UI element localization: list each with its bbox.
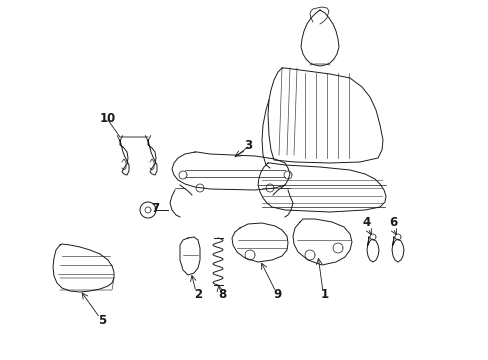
Text: 2: 2 [194, 288, 202, 302]
Text: 7: 7 [151, 202, 159, 215]
Text: 3: 3 [244, 139, 251, 152]
Text: 8: 8 [218, 288, 225, 302]
Text: 1: 1 [320, 288, 328, 302]
Text: 4: 4 [362, 216, 370, 229]
Text: 5: 5 [98, 314, 106, 327]
Text: 6: 6 [388, 216, 396, 229]
Text: 9: 9 [273, 288, 282, 302]
Text: 10: 10 [100, 112, 116, 125]
